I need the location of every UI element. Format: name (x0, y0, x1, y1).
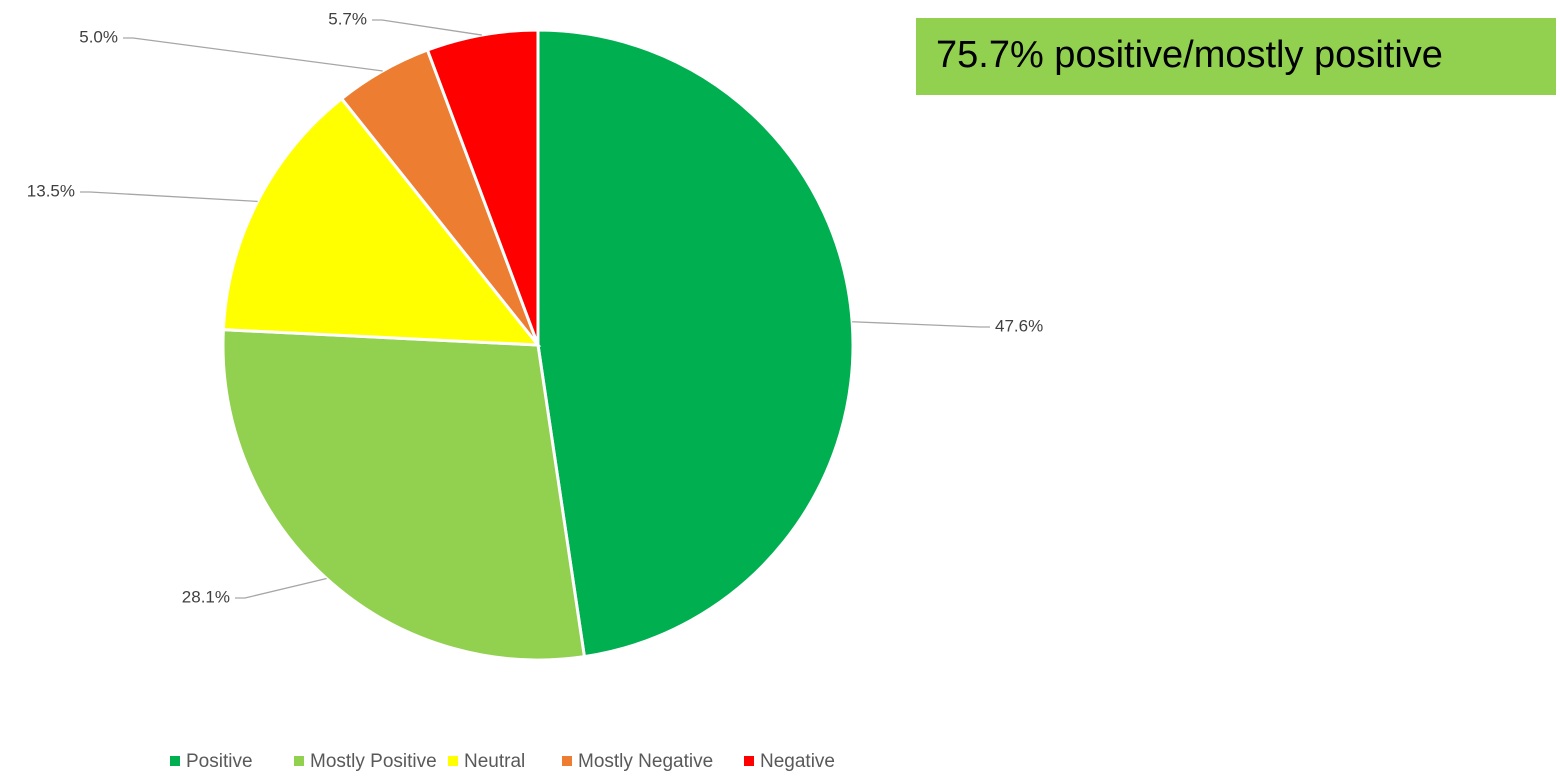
legend-swatch (562, 756, 572, 766)
pie-slice (221, 96, 542, 347)
leader-line (372, 19, 482, 36)
annotation-box (916, 18, 1556, 95)
data-label: 5.0% (79, 27, 118, 46)
data-label: 28.1% (182, 587, 230, 606)
leader-line (852, 321, 990, 328)
legend-swatch (170, 756, 180, 766)
leader-line (235, 577, 327, 599)
data-label: 13.5% (27, 181, 75, 200)
legend-label: Mostly Positive (310, 751, 437, 772)
legend-label: Mostly Negative (578, 751, 713, 772)
legend-label: Positive (186, 751, 253, 772)
leader-line (80, 191, 258, 203)
legend-label: Negative (760, 751, 835, 772)
legend-label: Neutral (464, 751, 525, 772)
legend-swatch (294, 756, 304, 766)
annotation: 75.7% positive/mostly positive (936, 34, 1443, 76)
pie-slice (536, 28, 855, 659)
legend-swatch (448, 756, 458, 766)
pie-slice (221, 328, 587, 662)
data-label: 47.6% (995, 316, 1043, 335)
legend-swatch (744, 756, 754, 766)
data-label: 5.7% (328, 9, 367, 28)
pie-slice (425, 28, 540, 346)
leader-line (123, 37, 383, 72)
